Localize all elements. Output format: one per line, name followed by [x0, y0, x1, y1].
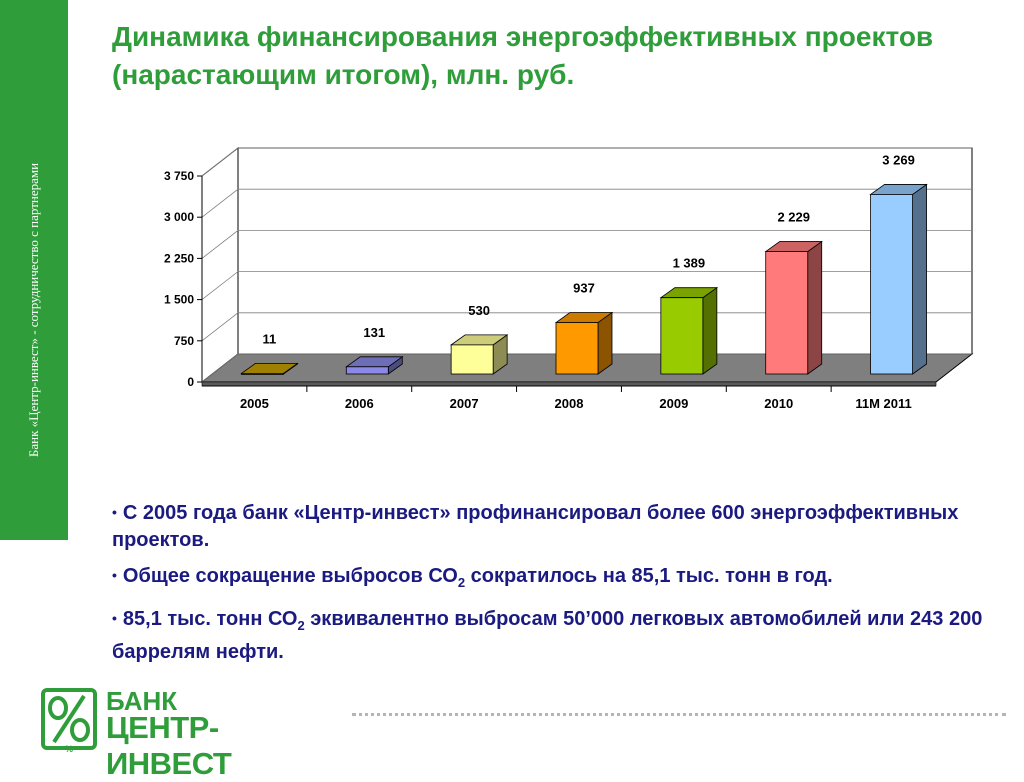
- sidebar-band: Банк «Центр-инвест» - сотрудничество с п…: [0, 0, 68, 540]
- bullet-list: • С 2005 года банк «Центр-инвест» профина…: [112, 500, 992, 675]
- chart-bar: [554, 311, 614, 375]
- chart-bar: [869, 183, 928, 375]
- bullet-text: 85,1 тыс. тонн СО: [122, 608, 298, 630]
- chart-gridline: [201, 147, 972, 177]
- chart-bar-front: [765, 251, 809, 375]
- chart-y-tick-label: 750: [174, 334, 194, 348]
- chart-bar-front: [450, 344, 494, 375]
- chart-value-label: 937: [573, 281, 595, 296]
- chart-category-label: 2005: [240, 396, 269, 411]
- bullet-dot: •: [112, 504, 117, 520]
- chart-gridline: [201, 188, 972, 218]
- chart-gridline: [201, 271, 972, 300]
- chart-category-label: 2009: [659, 396, 688, 411]
- bullet-dot: •: [112, 567, 117, 583]
- chart-y-tick-label: 2 250: [164, 251, 194, 265]
- chart-bar: [240, 362, 299, 375]
- chart-category-label: 2007: [450, 396, 479, 411]
- chart-y-tick-label: 3 000: [164, 210, 194, 224]
- logo-emblem-icon: %: [41, 688, 97, 752]
- chart-value-label: 3 269: [882, 152, 915, 167]
- chart-category-label: 2006: [345, 396, 374, 411]
- chart-gridlines: [201, 147, 972, 383]
- bullet-text: эквивалентно выбросам 50’000 легковых ав…: [112, 608, 983, 663]
- bullet-dot: •: [112, 610, 117, 626]
- chart-value-label: 131: [363, 325, 385, 340]
- chart-y-tick-label: 0: [187, 375, 194, 389]
- bullet-item: • С 2005 года банк «Центр-инвест» профина…: [112, 500, 992, 553]
- chart-bar-side: [807, 240, 823, 375]
- chart-bar-side: [912, 183, 927, 375]
- bullet-text: сократилось на 85,1 тыс. тонн в год.: [465, 565, 833, 587]
- chart-bar-side: [597, 311, 613, 375]
- bullet-subscript: 2: [297, 618, 305, 633]
- chart-bar-front: [555, 322, 599, 375]
- chart-bar-side: [702, 286, 718, 375]
- chart-bar-front: [345, 366, 389, 375]
- chart-side-wall: [201, 146, 239, 384]
- logo-emblem-mark: %: [65, 744, 73, 752]
- chart-bar-front: [660, 297, 704, 375]
- bullet-item: • 85,1 тыс. тонн СО2 эквивалентно выброса…: [112, 606, 992, 665]
- chart-axes: [197, 175, 936, 392]
- chart-bar: [659, 286, 719, 375]
- chart-gridline: [201, 230, 972, 259]
- bullet-text: Общее сокращение выбросов СО: [122, 565, 458, 587]
- chart-category-label: 11М 2011: [855, 396, 911, 411]
- chart-value-label: 11: [263, 331, 277, 346]
- chart-bar: [764, 240, 823, 375]
- chart-floor-edge: [201, 381, 937, 387]
- chart-gridline: [201, 312, 972, 342]
- slide-title: Динамика финансирования энергоэффективны…: [112, 21, 934, 90]
- chart-y-tick-label: 1 500: [164, 293, 194, 307]
- chart-category-label: 2008: [555, 396, 584, 411]
- bar-chart: 0 750 1 500 2 250 3 000 3 750 11 2005 131 2006 530…: [164, 146, 974, 411]
- chart-labels: 0 750 1 500 2 250 3 000 3 750 11 2005 131 2006 530…: [164, 152, 915, 411]
- sidebar-caption: Банк «Центр-инвест» - сотрудничество с п…: [26, 162, 41, 458]
- chart-bar: [449, 334, 509, 375]
- chart-value-label: 2 229: [777, 210, 810, 225]
- chart-gridline: [201, 353, 972, 383]
- bullet-item: • Общее сокращение выбросов СО2 сократило…: [112, 563, 992, 596]
- chart-value-label: 1 389: [673, 256, 706, 271]
- chart-bar-front: [870, 194, 913, 375]
- bullet-subscript: 2: [457, 575, 466, 590]
- chart-bars: [240, 183, 928, 375]
- chart-bar-front: [241, 372, 284, 375]
- chart-value-label: 530: [468, 303, 490, 318]
- chart-y-tick-label: 3 750: [164, 169, 194, 183]
- chart-bar: [345, 356, 404, 375]
- chart-category-label: 2010: [764, 396, 793, 411]
- logo-bank-name: ЦЕНТР-ИНВЕСТ: [106, 710, 232, 781]
- bank-logo[interactable]: % БАНК ЦЕНТР-ИНВЕСТ: [40, 686, 340, 781]
- footer-dotted-line: [352, 713, 1006, 716]
- bullet-text: С 2005 года банк «Центр-инвест» профинан…: [112, 502, 959, 551]
- logo-bank-word: БАНК: [106, 686, 178, 716]
